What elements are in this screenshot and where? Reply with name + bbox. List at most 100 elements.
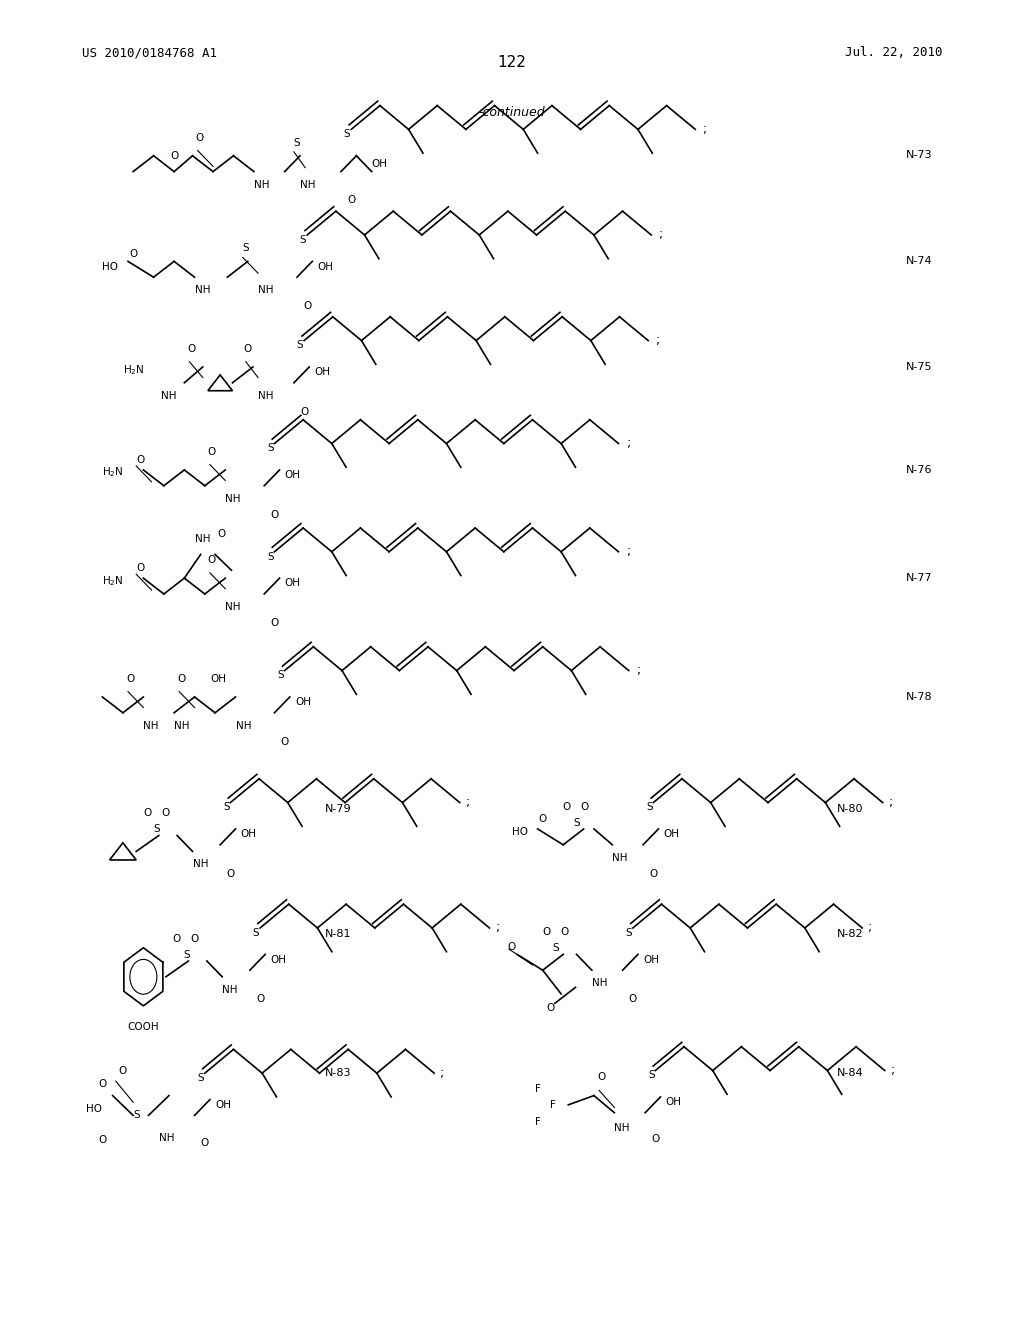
Text: OH: OH — [664, 829, 680, 840]
Text: O: O — [98, 1078, 106, 1089]
Text: HO: HO — [86, 1104, 102, 1114]
Text: NH: NH — [258, 285, 273, 296]
Text: NH: NH — [614, 1123, 630, 1134]
Text: OH: OH — [295, 697, 311, 708]
Text: O: O — [98, 1135, 106, 1146]
Text: NH: NH — [592, 978, 607, 989]
Text: NH: NH — [254, 180, 269, 190]
Text: O: O — [303, 301, 311, 312]
Text: N-79: N-79 — [325, 804, 351, 814]
Text: ;: ; — [868, 921, 872, 935]
Text: NH: NH — [195, 285, 210, 296]
Text: NH: NH — [161, 391, 176, 401]
Text: N-84: N-84 — [837, 1068, 863, 1078]
Text: N-74: N-74 — [906, 256, 933, 267]
Text: -continued: -continued — [478, 106, 546, 119]
Text: O: O — [649, 869, 657, 879]
Text: H$_2$N: H$_2$N — [102, 574, 124, 587]
Text: O: O — [539, 813, 547, 824]
Text: N-78: N-78 — [906, 692, 933, 702]
Text: ;: ; — [627, 545, 631, 558]
Text: ;: ; — [627, 437, 631, 450]
Text: NH: NH — [222, 985, 238, 995]
Text: NH: NH — [159, 1133, 174, 1143]
Text: S: S — [154, 824, 160, 834]
Text: N-82: N-82 — [837, 929, 863, 940]
Text: O: O — [170, 150, 178, 161]
Text: 122: 122 — [498, 55, 526, 70]
Text: O   O: O O — [173, 933, 200, 944]
Text: S: S — [133, 1110, 139, 1121]
Text: OH: OH — [215, 1100, 231, 1110]
Text: OH: OH — [241, 829, 257, 840]
Text: O: O — [281, 737, 289, 747]
Text: ;: ; — [466, 796, 470, 809]
Text: OH: OH — [210, 673, 226, 684]
Text: OH: OH — [372, 158, 388, 169]
Text: H$_2$N: H$_2$N — [102, 466, 124, 479]
Text: S: S — [344, 129, 350, 140]
Text: O   O: O O — [543, 927, 569, 937]
Text: COOH: COOH — [128, 1022, 159, 1032]
Text: O: O — [208, 554, 216, 565]
Text: ;: ; — [637, 664, 641, 677]
Text: N-76: N-76 — [906, 465, 933, 475]
Text: O: O — [129, 248, 137, 259]
Text: S: S — [648, 1071, 654, 1081]
Text: S: S — [223, 803, 229, 813]
Text: S: S — [294, 137, 300, 148]
Text: S: S — [183, 949, 189, 960]
Text: NH: NH — [193, 859, 208, 870]
Text: S: S — [553, 942, 559, 953]
Text: O: O — [256, 994, 264, 1005]
Text: N-81: N-81 — [325, 929, 351, 940]
Text: NH: NH — [143, 721, 159, 731]
Text: S: S — [267, 444, 273, 454]
Text: Jul. 22, 2010: Jul. 22, 2010 — [845, 46, 942, 59]
Text: O: O — [244, 343, 252, 354]
Text: ;: ; — [659, 228, 664, 242]
Text: NH: NH — [612, 853, 628, 863]
Text: NH: NH — [236, 721, 251, 731]
Text: O: O — [136, 562, 144, 573]
Text: S: S — [278, 671, 284, 681]
Text: N-73: N-73 — [906, 150, 933, 161]
Text: F: F — [550, 1100, 556, 1110]
Text: O: O — [201, 1138, 209, 1148]
Text: OH: OH — [643, 954, 659, 965]
Text: NH: NH — [225, 602, 241, 612]
Text: O: O — [126, 673, 134, 684]
Text: O: O — [347, 195, 355, 206]
Text: O: O — [651, 1134, 659, 1144]
Text: O: O — [119, 1065, 127, 1076]
Text: NH: NH — [195, 533, 210, 544]
Text: S: S — [297, 341, 303, 351]
Text: OH: OH — [666, 1097, 682, 1107]
Text: S: S — [646, 803, 652, 813]
Text: F: F — [535, 1084, 541, 1094]
Text: O: O — [300, 407, 308, 417]
Text: S: S — [267, 552, 273, 562]
Text: O: O — [208, 446, 216, 457]
Text: ;: ; — [889, 796, 893, 809]
Text: ;: ; — [891, 1064, 895, 1077]
Text: O: O — [597, 1072, 605, 1082]
Text: S: S — [198, 1073, 204, 1084]
Text: O: O — [196, 132, 204, 143]
Text: N-83: N-83 — [325, 1068, 351, 1078]
Text: O: O — [177, 673, 185, 684]
Text: US 2010/0184768 A1: US 2010/0184768 A1 — [82, 46, 217, 59]
Text: HO: HO — [512, 826, 528, 837]
Text: ;: ; — [496, 921, 500, 935]
Text: ;: ; — [656, 334, 660, 347]
Text: N-80: N-80 — [837, 804, 863, 814]
Text: S: S — [300, 235, 306, 246]
Text: S: S — [573, 817, 580, 828]
Text: O: O — [270, 618, 279, 628]
Text: OH: OH — [285, 470, 301, 480]
Text: OH: OH — [317, 261, 334, 272]
Text: O   O: O O — [143, 808, 170, 818]
Text: O: O — [547, 1003, 555, 1014]
Text: O: O — [217, 528, 225, 539]
Text: S: S — [243, 243, 249, 253]
